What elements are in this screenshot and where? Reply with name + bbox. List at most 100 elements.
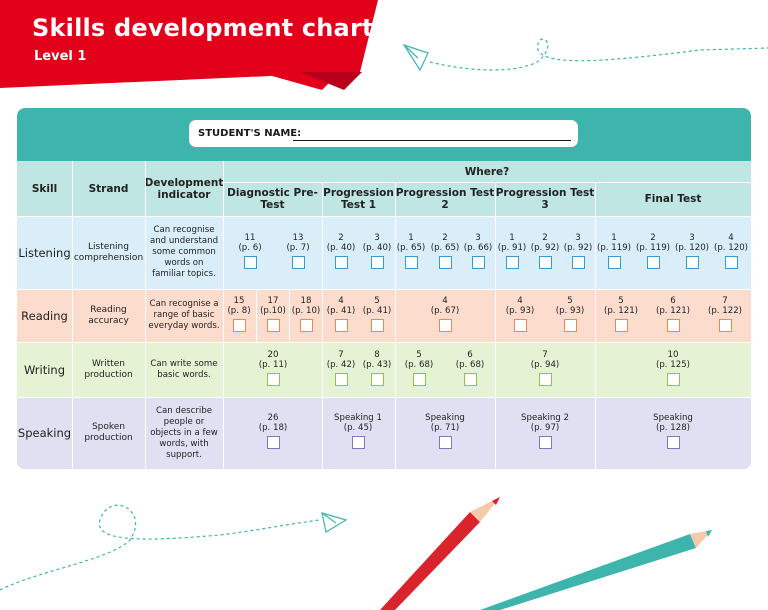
checkbox[interactable] (724, 256, 738, 269)
item-page: (p. 40) (326, 243, 356, 253)
checkbox[interactable] (666, 373, 680, 386)
checkbox[interactable] (463, 373, 477, 386)
checkbox[interactable] (291, 256, 305, 269)
checkbox[interactable] (334, 256, 348, 269)
checkbox[interactable] (266, 373, 280, 386)
checkbox[interactable] (471, 256, 485, 269)
checkbox[interactable] (718, 319, 732, 332)
row-divider (223, 182, 751, 183)
column-divider (595, 182, 596, 469)
checkbox[interactable] (538, 373, 552, 386)
test-item: 4 (p. 67) (421, 296, 469, 332)
checkbox[interactable] (370, 256, 384, 269)
checkbox[interactable] (266, 319, 280, 332)
item-number: 8 (374, 350, 380, 360)
checkbox[interactable] (563, 319, 577, 332)
checkbox[interactable] (370, 373, 384, 386)
item-page: (p. 45) (343, 423, 373, 433)
item-number: 11 (244, 233, 256, 243)
test-item: 4 (p. 120) (707, 233, 751, 269)
test-item: 2 (p. 40) (317, 233, 365, 269)
test-item: 18 (p. 10) (282, 296, 330, 332)
item-page: (p. 92) (563, 243, 593, 253)
checkbox[interactable] (438, 319, 452, 332)
test-item: 2 (p. 119) (629, 233, 677, 269)
test-item: 1 (p. 91) (488, 233, 536, 269)
checkbox[interactable] (538, 256, 552, 269)
column-divider (145, 161, 146, 469)
checkbox[interactable] (334, 373, 348, 386)
student-name-box[interactable]: STUDENT'S NAME: (189, 120, 578, 147)
item-number: 5 (618, 296, 624, 306)
checkbox[interactable] (666, 436, 680, 449)
item-page: (p. 120) (713, 243, 749, 253)
item-page: (p. 10) (291, 306, 321, 316)
item-number: 4 (442, 296, 448, 306)
row-divider (17, 342, 751, 343)
item-number: 2 (542, 233, 548, 243)
header-test: Final Test (595, 182, 751, 216)
student-name-field[interactable] (293, 140, 571, 141)
checkbox[interactable] (351, 436, 365, 449)
item-number: 7 (338, 350, 344, 360)
row-where-area (223, 342, 751, 397)
checkbox[interactable] (505, 256, 519, 269)
development-indicator: Can recognise and understand some common… (145, 216, 223, 289)
checkbox[interactable] (685, 256, 699, 269)
item-number: 6 (467, 350, 473, 360)
test-item: 7 (p. 42) (317, 350, 365, 386)
item-number: Speaking (653, 413, 693, 423)
checkbox[interactable] (607, 256, 621, 269)
test-item: 3 (p. 120) (668, 233, 716, 269)
header-skill: Skill (17, 161, 72, 216)
checkbox[interactable] (513, 319, 527, 332)
item-number: 15 (233, 296, 245, 306)
item-number: 1 (408, 233, 414, 243)
checkbox[interactable] (370, 319, 384, 332)
test-item: 10 (p. 125) (649, 350, 697, 386)
strand-label: Reading accuracy (72, 289, 145, 342)
item-page: (p. 65) (396, 243, 426, 253)
paper-plane-icon (321, 512, 348, 533)
red-pencil-icon (380, 497, 500, 610)
development-indicator: Can describe people or objects in a few … (145, 397, 223, 469)
checkbox[interactable] (438, 256, 452, 269)
item-page: (p.10) (260, 306, 286, 316)
item-number: 4 (338, 296, 344, 306)
checkbox[interactable] (412, 373, 426, 386)
item-number: 4 (728, 233, 734, 243)
item-page: (p. 41) (362, 306, 392, 316)
page-title: Skills development chart (32, 14, 374, 42)
checkbox[interactable] (571, 256, 585, 269)
checkbox[interactable] (666, 319, 680, 332)
checkbox[interactable] (614, 319, 628, 332)
test-item: 5 (p. 41) (353, 296, 401, 332)
header-strand: Strand (72, 161, 145, 216)
item-number: 20 (267, 350, 279, 360)
row-divider (17, 216, 751, 217)
item-number: 26 (267, 413, 279, 423)
test-item: 15 (p. 8) (215, 296, 263, 332)
checkbox[interactable] (334, 319, 348, 332)
checkbox[interactable] (299, 319, 313, 332)
item-page: (p. 119) (635, 243, 671, 253)
column-divider (395, 182, 396, 469)
checkbox[interactable] (243, 256, 257, 269)
skills-chart: STUDENT'S NAME: Skill Strand Development i… (17, 108, 751, 469)
checkbox[interactable] (232, 319, 246, 332)
checkbox[interactable] (538, 436, 552, 449)
paper-plane-icon (402, 43, 429, 72)
item-number: 2 (650, 233, 656, 243)
item-page: (p. 121) (655, 306, 691, 316)
item-page: (p. 128) (655, 423, 691, 433)
test-item: 7 (p. 94) (521, 350, 569, 386)
item-number: 1 (509, 233, 515, 243)
checkbox[interactable] (438, 436, 452, 449)
header-test: Progression Test 2 (395, 182, 495, 216)
item-page: (p. 121) (603, 306, 639, 316)
column-divider (72, 161, 73, 469)
checkbox[interactable] (646, 256, 660, 269)
checkbox[interactable] (404, 256, 418, 269)
checkbox[interactable] (266, 436, 280, 449)
item-page: (p. 93) (555, 306, 585, 316)
